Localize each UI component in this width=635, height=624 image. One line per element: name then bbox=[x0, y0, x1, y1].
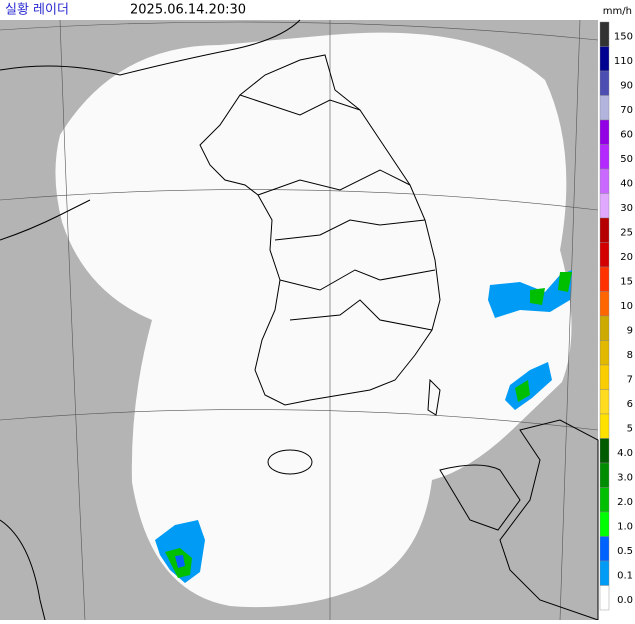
legend-swatch bbox=[599, 193, 610, 219]
legend-swatch bbox=[599, 536, 610, 562]
legend-label: 90 bbox=[620, 81, 633, 92]
echo bbox=[530, 272, 572, 305]
coastlines bbox=[0, 19, 599, 621]
legend-label: 30 bbox=[620, 203, 633, 214]
legend-label: 60 bbox=[620, 130, 633, 141]
echo bbox=[175, 555, 185, 568]
timestamp: 2025.06.14.20:30 bbox=[130, 3, 246, 18]
legend-label: 15 bbox=[620, 277, 633, 288]
title: 실황 레이더 bbox=[5, 3, 69, 18]
legend-label: 40 bbox=[620, 179, 633, 190]
legend-swatch bbox=[599, 266, 610, 292]
legend-swatch bbox=[599, 560, 610, 586]
legend-label: 50 bbox=[620, 154, 633, 165]
legend-label: 0.1 bbox=[617, 571, 633, 582]
legend-label: 2.0 bbox=[617, 497, 633, 508]
legend-swatch bbox=[599, 438, 610, 464]
legend-label: 150 bbox=[614, 32, 633, 43]
legend-label: 5 bbox=[627, 424, 633, 435]
map bbox=[0, 19, 599, 621]
legend-swatch bbox=[599, 119, 610, 145]
legend-swatch bbox=[599, 217, 610, 243]
legend-swatch bbox=[599, 95, 610, 121]
legend-label: 9 bbox=[627, 326, 633, 337]
legend-swatch bbox=[599, 21, 610, 47]
legend-swatch bbox=[599, 413, 610, 439]
legend-swatch bbox=[599, 511, 610, 537]
precipitation-echoes bbox=[155, 270, 572, 583]
legend-label: 110 bbox=[614, 56, 633, 67]
legend-label: 0.5 bbox=[617, 546, 633, 557]
legend-label: 70 bbox=[620, 105, 633, 116]
legend-swatch bbox=[599, 340, 610, 366]
legend-swatch bbox=[599, 46, 610, 72]
legend-swatch bbox=[599, 168, 610, 194]
legend-swatch bbox=[599, 144, 610, 170]
radar-coverage bbox=[55, 32, 572, 608]
legend-label: 7 bbox=[627, 375, 633, 386]
unit: mm/h bbox=[603, 6, 632, 17]
legend-swatch bbox=[599, 364, 610, 390]
legend-label: 20 bbox=[620, 252, 633, 263]
legend-swatch bbox=[599, 70, 610, 96]
echo bbox=[515, 380, 530, 402]
legend-label: 6 bbox=[627, 399, 633, 410]
legend-label: 4.0 bbox=[617, 448, 633, 459]
legend-label: 10 bbox=[620, 301, 633, 312]
legend-swatch bbox=[599, 487, 610, 513]
legend-swatch bbox=[599, 242, 610, 268]
legend-swatch bbox=[599, 315, 610, 341]
legend: 150 110 90 70 60 50 40 30 25 20 15 10 9 8 7 6 5 4.0 3.0 2.0… bbox=[599, 21, 633, 611]
legend-label: 0.0 bbox=[617, 595, 633, 606]
legend-label: 3.0 bbox=[617, 473, 633, 484]
legend-label: 8 bbox=[627, 350, 633, 361]
legend-swatch bbox=[599, 291, 610, 317]
legend-label: 25 bbox=[620, 228, 633, 239]
legend-swatch bbox=[599, 585, 610, 611]
legend-swatch bbox=[599, 462, 610, 488]
legend-label: 1.0 bbox=[617, 522, 633, 533]
legend-swatch bbox=[599, 389, 610, 415]
